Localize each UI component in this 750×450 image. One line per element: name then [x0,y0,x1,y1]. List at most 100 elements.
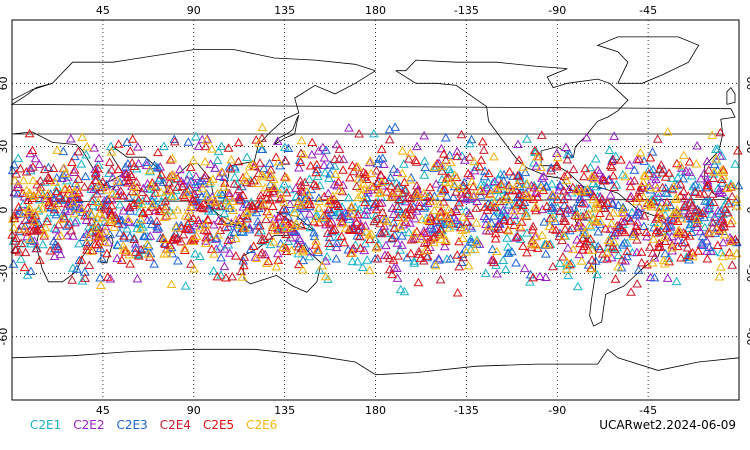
observation-marker [264,188,275,197]
legend-entry-c2e4: C2E4 [159,418,191,432]
observation-marker [659,232,670,242]
observation-marker [636,257,647,267]
observation-marker [335,212,346,221]
observation-marker [238,190,248,199]
observation-marker [77,132,88,141]
observation-marker [727,260,738,269]
observation-marker [641,227,652,236]
observation-marker [437,161,448,170]
observation-marker [100,221,111,231]
observation-marker [107,189,118,198]
observation-marker [644,182,655,192]
observation-marker [219,261,230,271]
observation-marker [354,204,365,214]
observation-marker [672,172,683,182]
observation-marker [588,194,599,204]
observation-marker [553,185,564,195]
observation-marker [489,211,499,220]
observation-marker [413,277,424,287]
observation-marker [281,172,292,182]
observation-marker [386,191,397,201]
observation-marker [652,134,663,143]
observation-marker [509,210,520,220]
observation-marker [463,168,474,178]
observation-marker [465,194,475,204]
observation-marker [72,181,82,191]
observation-marker [457,225,468,234]
observation-marker [86,227,96,237]
observation-marker [588,214,599,224]
observation-marker [718,170,729,180]
observation-marker [201,135,212,144]
observation-marker [149,259,160,268]
observation-marker [514,155,524,164]
observation-marker [208,220,219,229]
observation-marker [591,198,602,208]
observation-marker [153,175,164,184]
observation-marker [672,158,682,168]
observation-marker [417,214,427,224]
observation-marker [388,209,399,219]
observation-marker [558,185,569,195]
observation-marker [220,222,231,232]
observation-marker [439,241,450,251]
observation-marker [331,242,342,252]
observation-marker [279,172,290,181]
observation-marker [281,229,291,239]
observation-marker [576,256,587,265]
observation-marker [708,197,719,207]
observation-marker [395,245,405,254]
observation-marker [45,246,56,255]
observation-marker [649,272,660,282]
observation-marker [727,191,738,201]
observation-marker [503,199,514,209]
observation-marker [213,146,224,156]
observation-marker [645,242,655,251]
observation-marker [305,161,316,170]
observation-marker [304,251,315,261]
observation-marker [589,239,600,249]
observation-marker [323,204,334,214]
observation-marker [71,264,82,273]
observation-marker [86,246,96,255]
observation-marker [133,158,144,168]
observation-marker [265,195,275,204]
observation-marker [420,245,431,255]
observation-marker [649,253,660,262]
observation-marker [132,273,143,283]
observation-marker [83,232,94,242]
observation-marker [422,251,433,260]
observation-marker [571,185,582,195]
observation-marker [111,213,122,222]
observation-marker [191,231,202,240]
observation-marker [141,157,152,167]
observation-marker [42,213,53,223]
observation-marker [73,192,83,202]
observation-marker [725,236,736,246]
observation-marker [233,156,244,166]
observation-marker [644,168,654,178]
observation-marker [595,244,605,253]
observation-marker [130,247,141,257]
observation-marker [229,227,240,236]
observation-marker [344,123,354,132]
observation-marker [167,153,178,163]
observation-marker [410,233,421,243]
observation-marker [589,203,600,213]
observation-marker [443,204,454,214]
observation-marker [595,208,605,217]
observation-marker [183,137,194,146]
observation-marker [324,238,334,248]
observation-marker [188,155,199,165]
observation-marker [563,243,573,252]
observation-marker [28,175,38,185]
observation-marker [129,234,139,244]
observation-marker [684,167,695,176]
observation-marker [531,188,542,198]
observation-marker [195,251,205,261]
observation-marker [249,175,260,185]
observation-marker [662,273,673,282]
observation-marker [625,215,636,225]
observation-marker [365,156,376,165]
observation-marker [215,241,225,251]
